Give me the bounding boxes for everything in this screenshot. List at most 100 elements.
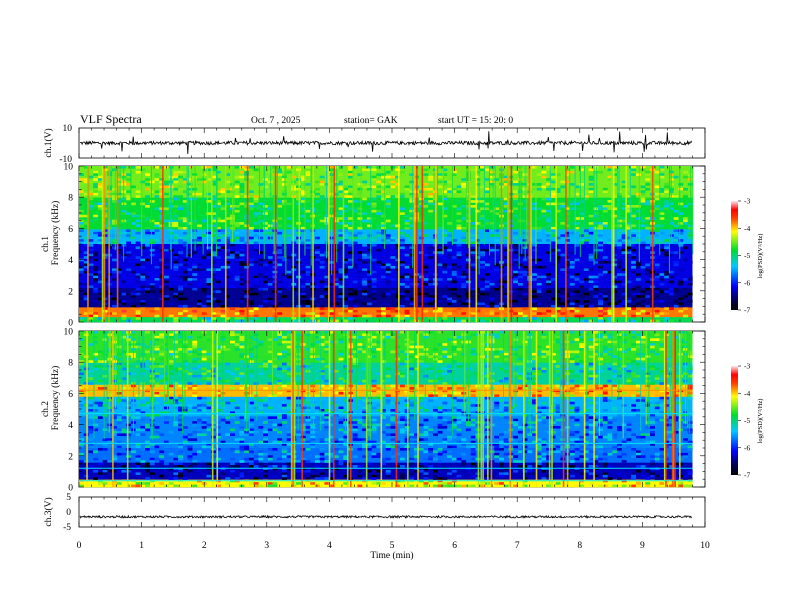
spectrogram-cell [202,305,207,308]
sferic-burst [264,166,265,259]
spectrogram-cell [150,232,155,235]
spectrogram-cell [428,310,433,313]
spectrogram-cell [277,246,282,249]
spectrogram-cell [372,475,377,478]
spectrogram-cell [376,173,381,176]
spectrogram-cell [88,251,93,254]
spectrogram-cell [598,244,603,247]
spectrogram-cell [674,290,679,293]
spectrogram-cell [296,436,301,439]
spectrogram-cell [145,463,150,466]
spectrogram-cell [400,429,405,432]
spectrogram-cell [79,460,84,463]
spectrogram-cell [541,276,546,279]
spectrogram-cell [239,431,244,434]
spectrogram-cell [598,242,603,245]
spectrogram-cell [485,312,490,315]
spectrogram-cell [442,266,447,269]
spectrogram-cell [315,215,320,218]
spectrogram-cell [428,295,433,298]
spectrogram-cell [348,207,353,210]
spectrogram-cell [136,303,141,306]
spectrogram-cell [93,215,98,218]
spectrogram-cell [136,346,141,349]
spectrogram-cell [367,315,372,318]
spectrogram-cell [202,409,207,412]
spectrogram-cell [678,298,683,301]
spectrogram-cell [589,183,594,186]
sferic-burst [336,166,337,262]
spectrogram-cell [372,198,377,201]
spectrogram-cell [202,433,207,436]
spectrogram-cell [324,414,329,417]
spectrogram-cell [560,293,565,296]
spectrogram-cell [390,225,395,228]
spectrogram-cell [268,256,273,259]
spectrogram-cell [225,370,230,373]
spectrogram-cell [239,195,244,198]
spectrogram-cell [79,387,84,390]
spectrogram-cell [400,465,405,468]
spectrogram-cell [93,315,98,318]
spectrogram-cell [645,171,650,174]
spectrogram-cell [206,283,211,286]
spectrogram-cell [357,259,362,262]
spectrogram-cell [287,244,292,247]
spectrogram-cell [551,193,556,196]
spectrogram-cell [329,317,334,320]
spectrogram-cell [641,168,646,171]
spectrogram-cell [282,341,287,344]
spectrogram-cell [244,458,249,461]
spectrogram-cell [159,365,164,368]
spectrogram-cell [310,482,315,485]
spectrogram-cell [598,303,603,306]
spectrogram-cell [324,421,329,424]
spectrogram-cell [339,353,344,356]
spectrogram-cell [235,382,240,385]
spectrogram-cell [93,278,98,281]
spectrogram-cell [617,300,622,303]
spectrogram-cell [150,460,155,463]
spectrogram-cell [659,273,664,276]
spectrogram-cell [169,360,174,363]
spectrogram-cell [353,242,358,245]
spectrogram-cell [173,268,178,271]
spectrogram-cell [381,239,386,242]
spectrogram-cell [192,278,197,281]
spectrogram-cell [315,244,320,247]
spectrogram-cell [655,288,660,291]
spectrogram-cell [541,171,546,174]
spectrogram-cell [405,222,410,225]
spectrogram-cell [301,281,306,284]
spectrogram-cell [136,465,141,468]
spectrogram-cell [645,305,650,308]
spectrogram-cell [362,198,367,201]
spectrogram-cell [603,271,608,274]
spectrogram-cell [258,273,263,276]
spectrogram-cell [263,475,268,478]
spectrogram-cell [117,431,122,434]
spectrogram-cell [263,360,268,363]
spectrogram-cell [155,338,160,341]
spectrogram-cell [169,363,174,366]
spectrogram-cell [315,370,320,373]
spectrogram-cell [249,176,254,179]
spectrogram-cell [136,416,141,419]
spectrogram-cell [263,281,268,284]
spectrogram-cell [367,295,372,298]
spectrogram-cell [239,222,244,225]
spectrogram-cell [282,370,287,373]
spectrogram-cell [254,382,259,385]
spectrogram-cell [320,477,325,480]
spectrogram-cell [202,312,207,315]
spectrogram-cell [183,276,188,279]
spectrogram-cell [126,320,131,323]
spectrogram-cell [376,485,381,488]
spectrogram-cell [339,421,344,424]
spectrogram-cell [244,450,249,453]
spectrogram-cell [235,333,240,336]
spectrogram-cell [197,244,202,247]
spectrogram-cell [513,200,518,203]
spectrogram-cell [381,303,386,306]
spectrogram-cell [145,288,150,291]
